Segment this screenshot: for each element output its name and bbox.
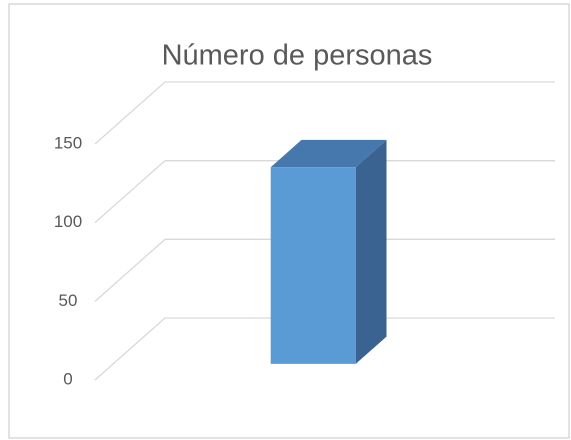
bar-front: [270, 167, 356, 364]
chart-frame: [8, 3, 570, 439]
y-tick-label: 100: [54, 212, 82, 231]
grid-line: [94, 160, 166, 224]
bar-top: [270, 139, 387, 168]
grid-line: [94, 238, 166, 302]
y-tick-label: 50: [59, 291, 78, 310]
y-tick-label: 150: [54, 133, 82, 152]
chart-title: Número de personas: [162, 40, 433, 72]
bar-side: [355, 139, 387, 364]
grid-line: [94, 81, 166, 145]
grid-line: [94, 317, 166, 381]
y-tick-label: 0: [63, 369, 72, 388]
bar: [270, 139, 387, 364]
